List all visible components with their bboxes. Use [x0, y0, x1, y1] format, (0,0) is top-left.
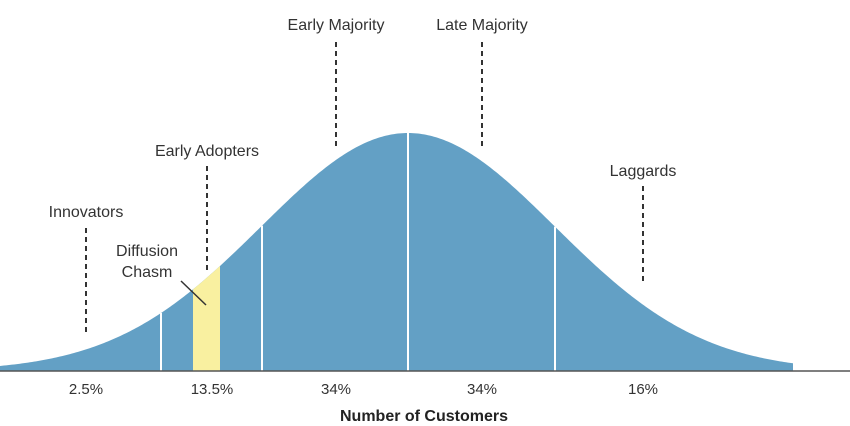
percent-innovators: 2.5% — [69, 381, 103, 398]
leader-line-diffusion-chasm — [180, 280, 207, 306]
percent-early-majority: 34% — [321, 381, 351, 398]
label-early-adopters: Early Adopters — [155, 143, 259, 160]
label-innovators: Innovators — [49, 204, 124, 221]
label-diffusion-chasm-line2: Chasm — [122, 264, 173, 281]
diffusion-chasm-band — [193, 265, 220, 371]
percent-laggards: 16% — [628, 381, 658, 398]
percent-late-majority: 34% — [467, 381, 497, 398]
label-diffusion-chasm-line1: Diffusion — [116, 243, 178, 260]
axis-title: Number of Customers — [340, 408, 508, 425]
label-early-majority: Early Majority — [288, 17, 385, 34]
percent-early-adopters: 13.5% — [191, 381, 234, 398]
label-laggards: Laggards — [610, 163, 677, 180]
label-late-majority: Late Majority — [436, 17, 528, 34]
